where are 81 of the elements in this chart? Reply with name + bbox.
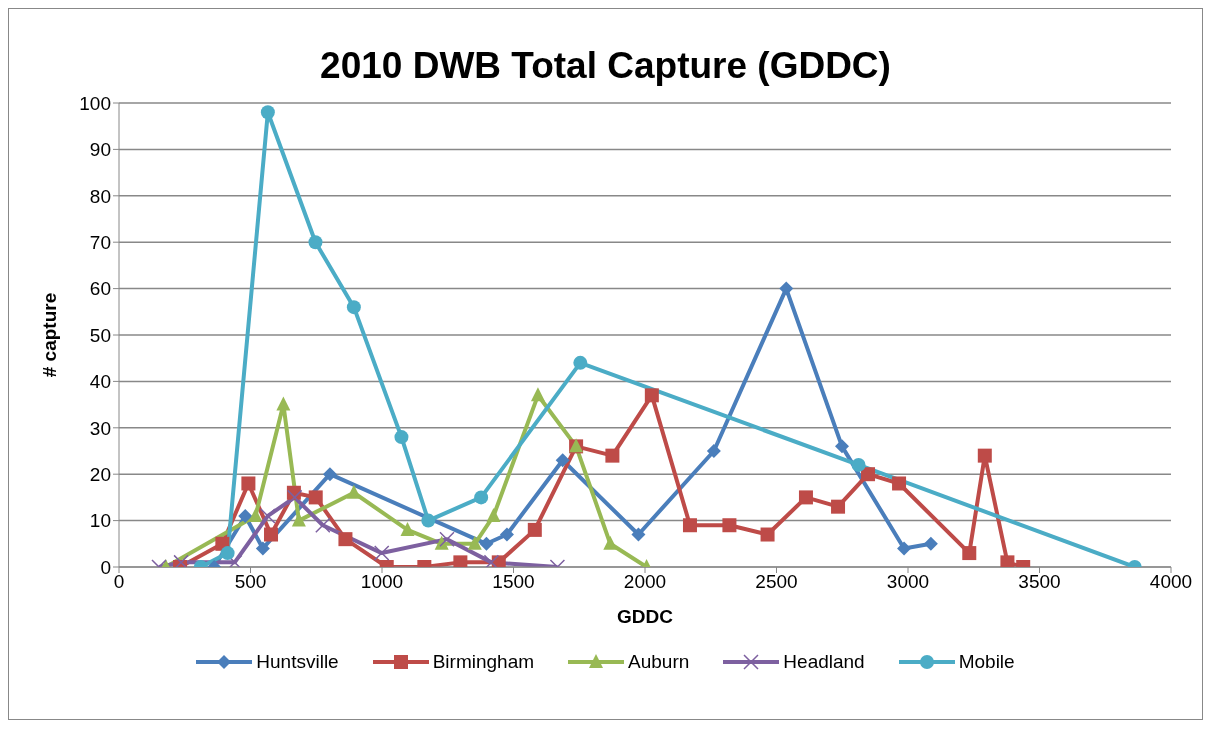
point: [831, 499, 846, 514]
point: [308, 235, 323, 250]
x-tick-label: 3500: [1018, 571, 1061, 593]
point: [260, 105, 275, 120]
point: [861, 467, 876, 482]
y-tick-label: 30: [89, 417, 111, 439]
point: [238, 508, 253, 523]
point: [286, 489, 303, 506]
y-tick-label: 0: [100, 556, 111, 578]
point: [322, 467, 337, 482]
point: [897, 541, 912, 556]
x-tick-label: 500: [234, 571, 267, 593]
point: [346, 300, 361, 315]
point: [631, 527, 646, 542]
point: [173, 554, 189, 567]
y-tick-label: 60: [89, 278, 111, 300]
point: [1000, 555, 1015, 567]
point: [644, 388, 659, 403]
y-tick-label: 70: [89, 231, 111, 253]
point: [315, 517, 331, 533]
x-tick-label: 1500: [492, 571, 535, 593]
point: [486, 507, 501, 522]
point: [453, 555, 468, 567]
point: [851, 457, 866, 472]
point: [603, 535, 618, 550]
point: [573, 355, 588, 370]
point: [760, 527, 775, 542]
point: [479, 536, 494, 551]
x-tick-label: 2500: [755, 571, 798, 593]
point: [467, 535, 482, 550]
y-tick-label: 50: [89, 324, 111, 346]
y-tick-label: 20: [89, 463, 111, 485]
legend-label: Birmingham: [432, 651, 535, 673]
y-tick-label: 40: [89, 371, 111, 393]
y-tick-label: 10: [89, 510, 111, 532]
point: [527, 522, 542, 537]
point: [834, 439, 849, 454]
point: [248, 507, 263, 522]
point: [373, 545, 390, 561]
point: [338, 532, 353, 547]
point: [977, 448, 992, 463]
point: [439, 531, 455, 547]
point: [962, 546, 977, 561]
x-tick-label: 3000: [886, 571, 930, 593]
point: [892, 476, 907, 491]
point: [394, 430, 409, 445]
point: [682, 518, 697, 533]
point: [474, 490, 489, 505]
point: [346, 484, 361, 499]
chart-title: 2010 DWB Total Capture (GDDC): [319, 45, 892, 87]
point: [421, 513, 436, 528]
point: [499, 527, 514, 542]
x-tick-label: 0: [113, 571, 125, 593]
x-tick-label: 4000: [1149, 571, 1193, 593]
y-tick-label: 80: [89, 185, 111, 207]
point: [483, 554, 500, 567]
x-axis-title: GDDC: [617, 606, 674, 627]
point: [308, 490, 323, 505]
legend-label: Headland: [783, 651, 865, 673]
y-tick-label: 90: [89, 139, 111, 161]
legend-label: Mobile: [958, 651, 1015, 673]
point: [530, 387, 545, 402]
point: [555, 453, 570, 468]
point: [798, 490, 813, 505]
y-tick-label: 100: [79, 92, 111, 114]
point: [722, 518, 737, 533]
point: [605, 448, 620, 463]
point: [276, 396, 291, 411]
point: [706, 444, 721, 458]
y-axis-title: # capture: [38, 292, 60, 378]
x-tick-label: 2000: [623, 571, 667, 593]
legend-label: Huntsville: [256, 651, 339, 673]
point: [241, 476, 256, 491]
point: [264, 527, 279, 542]
point: [400, 521, 415, 536]
point: [779, 281, 794, 296]
legend-label: Auburn: [628, 651, 690, 673]
x-tick-label: 1000: [360, 571, 404, 593]
point: [255, 541, 270, 556]
point: [923, 536, 938, 551]
point: [220, 546, 235, 561]
